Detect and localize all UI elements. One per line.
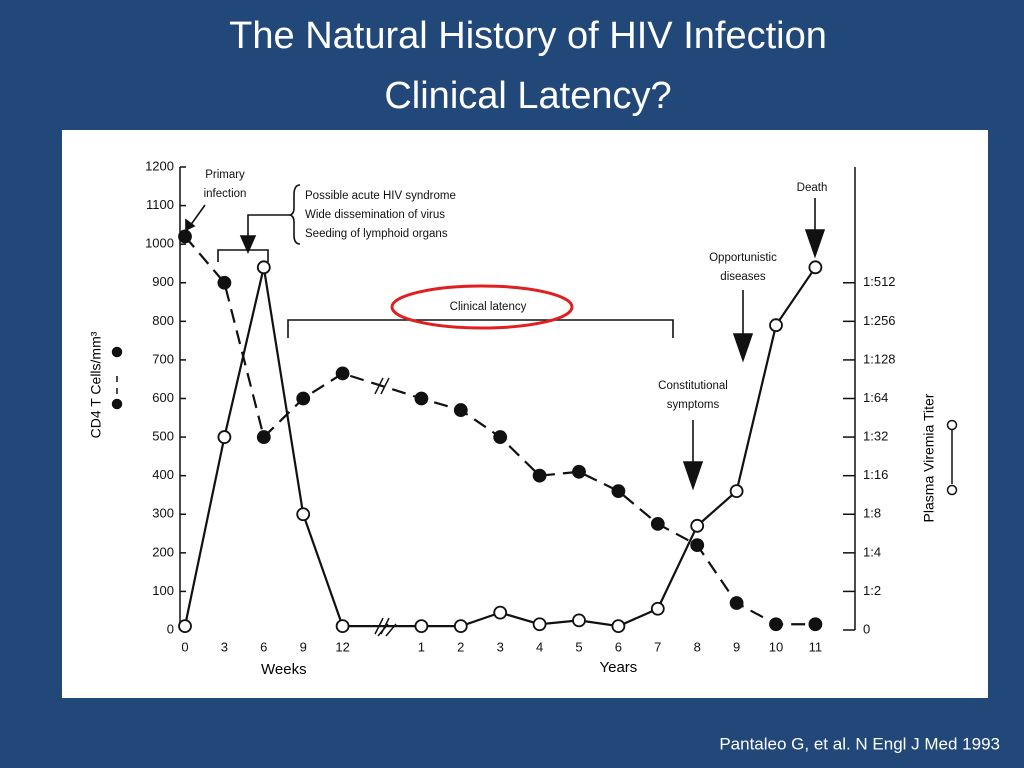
x-tick-label: 6 (260, 639, 267, 654)
y2-tick-label: 1:256 (863, 313, 896, 328)
y-tick-label: 400 (152, 467, 174, 482)
y-tick-label: 800 (152, 313, 174, 328)
y-tick-label: 1200 (145, 158, 174, 173)
y-tick-label: 1100 (146, 197, 174, 212)
y-tick-label: 600 (152, 390, 174, 405)
chart-panel (62, 130, 988, 698)
data-point (534, 470, 546, 482)
legend-dot (948, 421, 957, 430)
slide: The Natural History of HIV Infection Cli… (0, 0, 1024, 768)
data-point (494, 431, 506, 443)
data-point (809, 261, 821, 273)
data-point (652, 518, 664, 530)
data-point (415, 620, 427, 632)
annotation: Possible acute HIV syndrome (305, 190, 456, 202)
annotation: infection (204, 188, 247, 200)
data-point (218, 431, 230, 443)
y2-axis-label: Plasma Viremia Titer (921, 393, 937, 522)
slide-subtitle: Clinical Latency? (384, 75, 671, 117)
data-point (455, 620, 467, 632)
y-tick-label: 900 (152, 274, 174, 289)
data-point (691, 520, 703, 532)
annotation: Seeding of lymphoid organs (305, 228, 448, 240)
y2-tick-label: 1:64 (863, 390, 888, 405)
y-tick-label: 1000 (145, 236, 174, 251)
y-tick-label: 0 (167, 621, 174, 636)
data-point (258, 431, 270, 443)
x-tick-label: 9 (733, 639, 740, 654)
source: Pantaleo G, et al. N Engl J Med 1993 (719, 734, 1000, 753)
y-axis-label: CD4 T Cells/mm³ (88, 331, 104, 438)
annotation: Opportunistic (709, 252, 777, 264)
data-point (573, 614, 585, 626)
legend-dot (113, 400, 122, 409)
annotation: diseases (720, 271, 766, 283)
x-tick-label: 1 (418, 639, 425, 654)
y2-tick-label: 1:16 (863, 467, 888, 482)
x-tick-label: 9 (300, 639, 307, 654)
annotation: Clinical latency (450, 301, 527, 313)
data-point (494, 607, 506, 619)
x-tick-label: 0 (181, 639, 188, 654)
annotation: Constitutional (658, 380, 728, 392)
x-tick-label: 3 (221, 639, 228, 654)
x-tick-label: 8 (694, 639, 701, 654)
x-tick-label: 7 (654, 639, 661, 654)
y2-tick-label: 0 (863, 621, 870, 636)
y-tick-label: 300 (152, 506, 174, 521)
y2-tick-label: 1:512 (863, 274, 896, 289)
data-point (731, 485, 743, 497)
y2-tick-label: 1:32 (863, 429, 888, 444)
data-point (691, 539, 703, 551)
y-tick-label: 700 (152, 351, 174, 366)
x-axis-label: Weeks (261, 661, 307, 678)
data-point (337, 620, 349, 632)
y2-tick-label: 1:2 (863, 583, 881, 598)
data-point (297, 393, 309, 405)
data-point (731, 597, 743, 609)
x-tick-label: 12 (335, 639, 349, 654)
y-tick-label: 100 (152, 583, 174, 598)
x-tick-label: 10 (769, 639, 783, 654)
data-point (534, 618, 546, 630)
annotation: Wide dissemination of virus (305, 209, 445, 221)
data-point (455, 404, 467, 416)
x-tick-label: 5 (575, 639, 582, 654)
data-point (337, 367, 349, 379)
y-tick-label: 500 (152, 429, 174, 444)
slide-title: The Natural History of HIV Infection (229, 15, 827, 57)
legend-dot (948, 486, 957, 495)
x-tick-label: 6 (615, 639, 622, 654)
x-tick-label: 4 (536, 639, 543, 654)
y2-tick-label: 1:128 (863, 351, 896, 366)
x-tick-label: 11 (809, 639, 823, 654)
legend-dot (113, 348, 122, 357)
x-tick-label: 2 (457, 639, 464, 654)
data-point (179, 620, 191, 632)
y2-tick-label: 1:4 (863, 544, 881, 559)
data-point (258, 261, 270, 273)
y-tick-label: 200 (152, 544, 174, 559)
data-point (652, 603, 664, 615)
x-axis-label: Years (599, 659, 637, 676)
data-point (179, 230, 191, 242)
data-point (415, 393, 427, 405)
y2-tick-label: 1:8 (863, 506, 881, 521)
annotation: symptoms (667, 399, 720, 411)
data-point (297, 508, 309, 520)
data-point (770, 618, 782, 630)
data-point (573, 466, 585, 478)
data-point (612, 620, 624, 632)
x-tick-label: 3 (497, 639, 504, 654)
data-point (770, 319, 782, 331)
data-point (809, 618, 821, 630)
annotation: Primary (205, 169, 245, 181)
data-point (612, 485, 624, 497)
data-point (218, 277, 230, 289)
annotation: Death (797, 182, 828, 194)
